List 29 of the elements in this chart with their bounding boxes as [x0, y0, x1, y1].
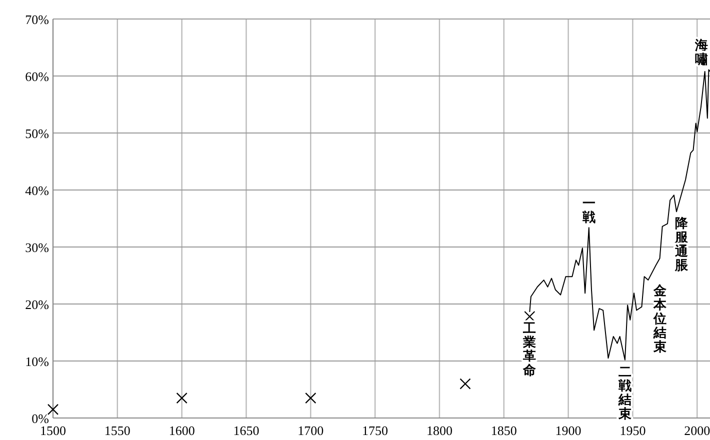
x-tick-label: 1650 — [233, 423, 260, 438]
x-tick-label: 1550 — [104, 423, 130, 438]
annotation: 海嘯 — [694, 38, 708, 67]
x-tick-label: 2000 — [684, 423, 710, 438]
y-tick-label: 0% — [32, 411, 50, 426]
x-tick-label: 1950 — [620, 423, 646, 438]
x-tick-label: 1500 — [40, 423, 66, 438]
y-tick-label: 10% — [25, 354, 50, 369]
point — [176, 392, 188, 404]
annotation: 金本位結束 — [652, 283, 668, 354]
y-tick-label: 70% — [25, 12, 50, 27]
annotation: 工業革命 — [522, 320, 538, 378]
y-tick-label: 50% — [25, 126, 50, 141]
x-tick-label: 1700 — [298, 423, 324, 438]
x-tick-label: 1750 — [362, 423, 388, 438]
x-tick-label: 1900 — [555, 423, 582, 438]
point — [460, 378, 471, 390]
x-tick-label: 1600 — [168, 423, 195, 438]
y-tick-label: 40% — [25, 183, 50, 198]
point — [305, 392, 316, 404]
y-tick-label: 20% — [25, 297, 50, 312]
annotation: 二戦結束 — [617, 364, 632, 421]
y-tick-label: 30% — [25, 240, 50, 255]
x-tick-label: 1800 — [426, 423, 452, 438]
annotation: 一戦 — [581, 196, 596, 225]
x-tick-label: 1850 — [490, 423, 517, 438]
point — [47, 404, 59, 415]
annotation: 降服通脹 — [674, 216, 690, 273]
y-tick-label: 60% — [25, 69, 50, 84]
